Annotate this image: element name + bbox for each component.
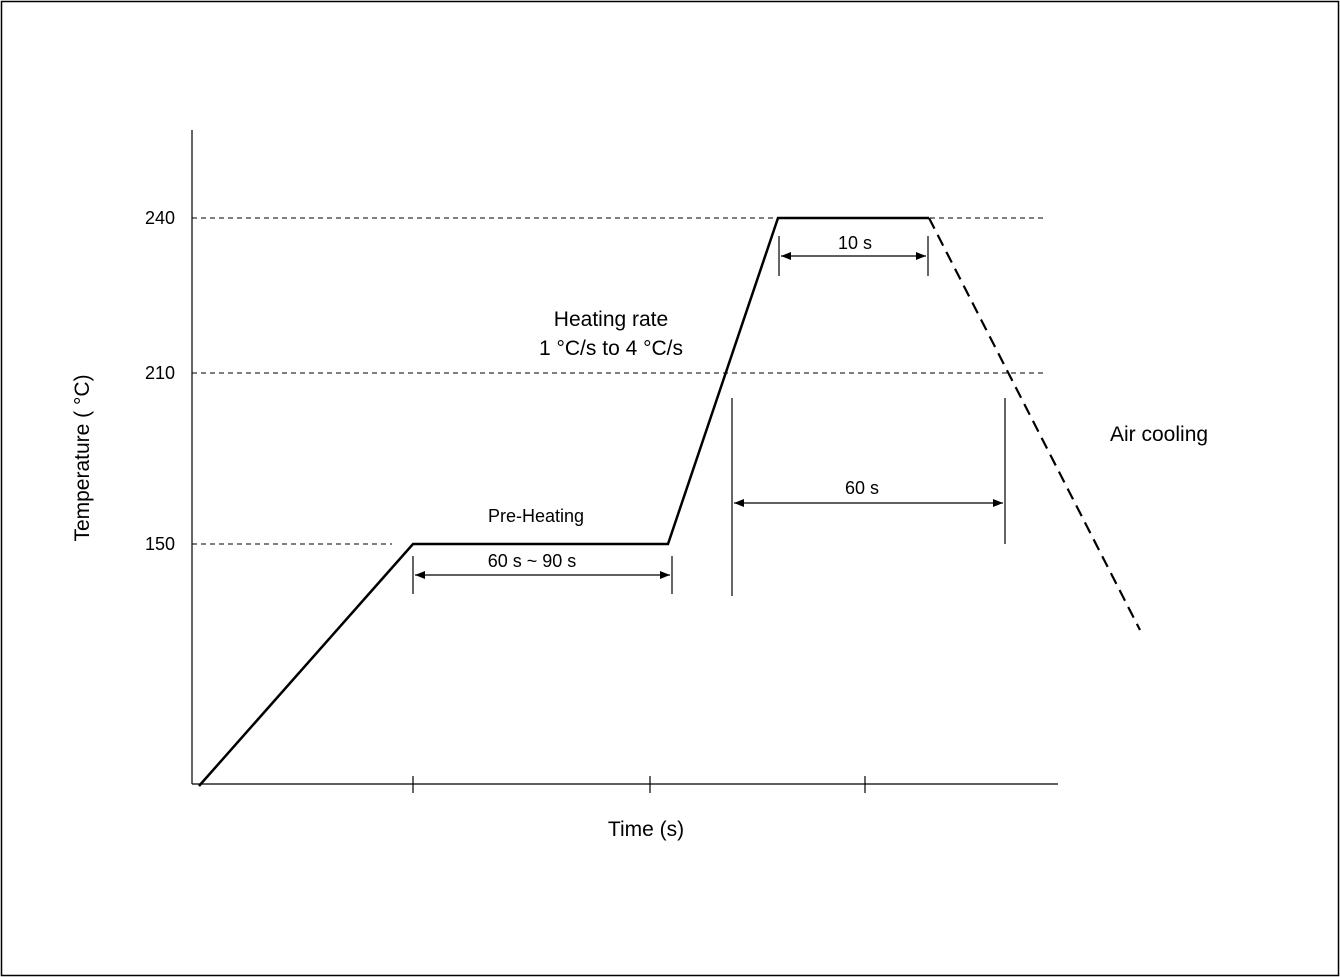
pre-heat-duration-label: 60 s ~ 90 s xyxy=(488,551,577,571)
pre-heating-label: Pre-Heating xyxy=(488,506,584,526)
peak-duration-label: 10 s xyxy=(838,233,872,253)
above-210-duration-label: 60 s xyxy=(845,478,879,498)
y-tick-150: 150 xyxy=(145,534,175,554)
heating-rate-value: 1 °C/s to 4 °C/s xyxy=(539,337,683,360)
air-cooling-line xyxy=(928,217,1141,631)
temperature-profile-line xyxy=(198,216,929,787)
arrowhead-left xyxy=(781,252,791,260)
arrowhead-left xyxy=(415,571,425,579)
y-axis-label: Temperature ( °C) xyxy=(71,374,94,541)
x-axis-label: Time (s) xyxy=(608,818,684,841)
y-tick-210: 210 xyxy=(145,363,175,383)
arrowhead-right xyxy=(660,571,670,579)
arrowhead-left xyxy=(734,499,744,507)
air-cooling-label: Air cooling xyxy=(1110,423,1208,446)
arrowhead-right xyxy=(916,252,926,260)
y-tick-240: 240 xyxy=(145,208,175,228)
heating-rate-label: Heating rate xyxy=(554,308,668,331)
arrowhead-right xyxy=(993,499,1003,507)
